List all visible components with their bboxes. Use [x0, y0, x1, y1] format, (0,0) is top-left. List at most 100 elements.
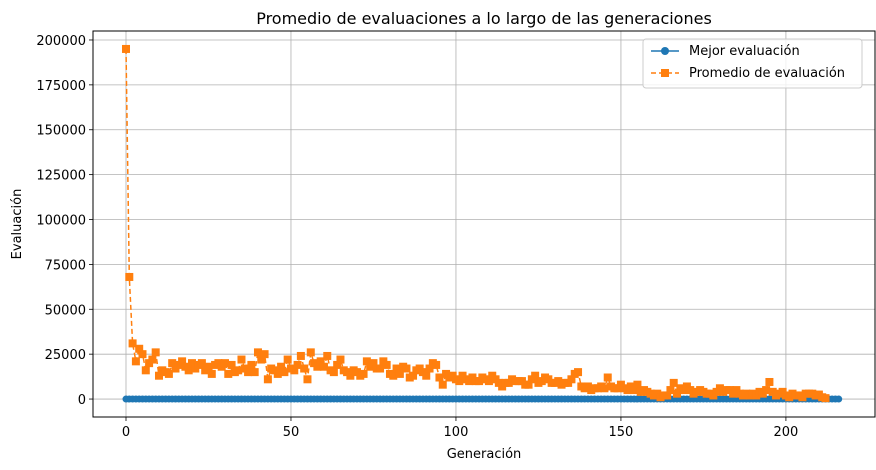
- data-point: [574, 368, 583, 377]
- data-point: [673, 389, 682, 398]
- data-point: [603, 373, 612, 382]
- legend-marker-mejor: [661, 47, 669, 55]
- data-point: [244, 368, 253, 377]
- data-point: [197, 359, 206, 368]
- data-point: [273, 369, 282, 378]
- y-tick-label: 175000: [36, 79, 86, 94]
- data-point: [260, 350, 269, 359]
- data-point: [663, 391, 672, 400]
- data-point: [187, 359, 196, 368]
- data-point: [138, 350, 147, 359]
- data-point: [323, 351, 332, 360]
- data-point: [283, 355, 292, 364]
- data-point: [762, 386, 771, 395]
- y-tick-label: 200000: [36, 34, 86, 49]
- y-tick-label: 125000: [36, 169, 86, 184]
- x-tick-label: 0: [122, 425, 130, 440]
- y-axis-label: Evaluación: [10, 189, 25, 260]
- data-point: [257, 355, 266, 364]
- data-point: [253, 348, 262, 357]
- data-point: [141, 366, 150, 375]
- legend-box: [642, 38, 863, 89]
- data-point: [395, 369, 404, 378]
- data-point: [600, 384, 609, 393]
- data-point: [422, 371, 431, 380]
- data-point: [438, 380, 447, 389]
- data-point: [128, 339, 137, 348]
- data-point: [313, 362, 322, 371]
- data-point: [630, 386, 639, 395]
- data-point: [121, 44, 130, 53]
- legend: Mejor evaluación Promedio de evaluación: [642, 38, 863, 89]
- data-point: [237, 355, 246, 364]
- data-point: [455, 377, 464, 386]
- x-axis-label: Generación: [447, 447, 522, 462]
- legend-label-promedio: Promedio de evaluación: [689, 66, 845, 81]
- legend-marker-promedio: [661, 69, 669, 77]
- y-tick-label: 50000: [45, 303, 86, 318]
- y-tick-label: 100000: [36, 214, 86, 229]
- data-point: [633, 380, 642, 389]
- data-point: [333, 360, 342, 369]
- chart-title: Promedio de evaluaciones a lo largo de l…: [256, 9, 712, 28]
- data-point: [821, 394, 830, 403]
- data-point: [359, 369, 368, 378]
- data-point: [168, 359, 177, 368]
- data-point: [204, 362, 213, 371]
- data-point: [316, 357, 325, 366]
- y-tick-label: 0: [78, 393, 86, 408]
- data-point: [484, 377, 493, 386]
- grid: [93, 31, 875, 417]
- legend-label-mejor: Mejor evaluación: [689, 44, 800, 59]
- data-point: [669, 378, 678, 387]
- data-point: [250, 368, 259, 377]
- data-point: [296, 351, 305, 360]
- data-point: [131, 357, 140, 366]
- ticks: 0 50 100 150 200 0 25000 50000 75000 100000 125000…: [36, 34, 798, 440]
- data-point: [207, 369, 216, 378]
- y-tick-label: 25000: [45, 348, 86, 363]
- y-tick-label: 75000: [45, 258, 86, 273]
- data-point: [425, 364, 434, 373]
- data-point: [376, 364, 385, 373]
- data-point: [567, 375, 576, 384]
- data-point: [409, 371, 418, 380]
- data-point: [151, 348, 160, 357]
- data-point: [336, 355, 345, 364]
- data-point: [293, 360, 302, 369]
- data-point: [125, 272, 134, 281]
- data-point: [319, 362, 328, 371]
- data-point: [835, 395, 843, 403]
- data-point: [300, 364, 309, 373]
- data-point: [164, 369, 173, 378]
- data-point: [402, 364, 411, 373]
- data-point: [178, 357, 187, 366]
- data-point: [432, 360, 441, 369]
- data-point: [224, 369, 233, 378]
- data-point: [227, 360, 236, 369]
- data-point: [389, 371, 398, 380]
- data-point: [392, 364, 401, 373]
- data-point: [435, 373, 444, 382]
- data-point: [382, 360, 391, 369]
- data-point: [303, 375, 312, 384]
- series-0: [122, 395, 843, 403]
- y-tick-label: 150000: [36, 124, 86, 139]
- data-point: [666, 386, 675, 395]
- data-point: [247, 360, 256, 369]
- x-tick-label: 200: [773, 425, 798, 440]
- data-point: [346, 371, 355, 380]
- data-point: [362, 357, 371, 366]
- data-point: [263, 375, 272, 384]
- plot-frame: [92, 30, 876, 418]
- data-point: [306, 348, 315, 357]
- data-point: [290, 366, 299, 375]
- data-point: [184, 366, 193, 375]
- data-point: [135, 344, 144, 353]
- data-point: [148, 355, 157, 364]
- data-point: [234, 366, 243, 375]
- data-point: [531, 371, 540, 380]
- data-point: [154, 371, 163, 380]
- data-point: [765, 377, 774, 386]
